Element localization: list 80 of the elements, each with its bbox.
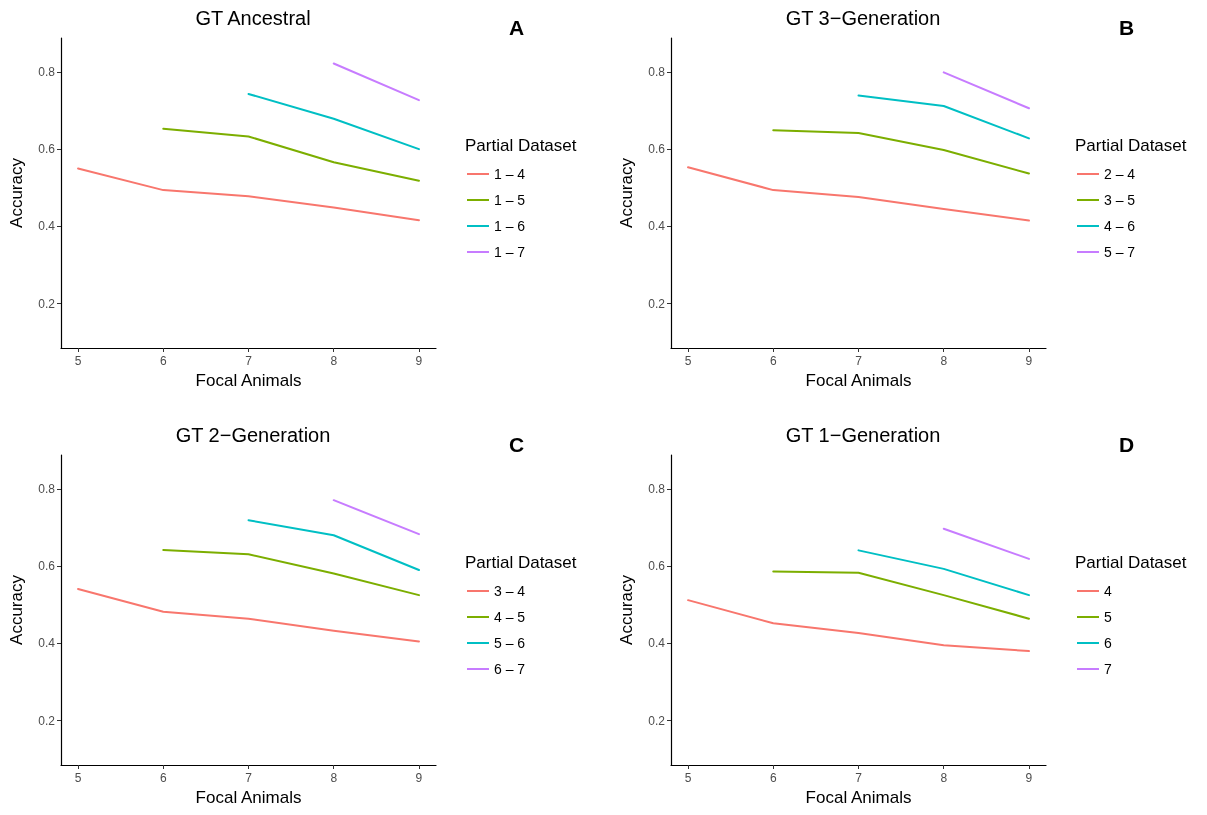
legend-label: 2 – 4	[1104, 166, 1136, 182]
x-tick-label: 5	[684, 771, 692, 785]
line-series	[687, 599, 1030, 653]
legend-label: 1 – 6	[494, 218, 526, 234]
line-series	[772, 570, 1030, 620]
y-tick-label: 0.4	[648, 219, 666, 234]
x-axis-title: Focal Animals	[195, 371, 302, 390]
legend-label: 1 – 4	[494, 166, 526, 182]
y-tick-label: 0.6	[38, 142, 56, 157]
x-tick-label: 7	[855, 354, 863, 368]
x-tick-label: 8	[940, 771, 948, 785]
y-tick-label: 0.4	[38, 636, 56, 651]
x-axis-title: Focal Animals	[195, 788, 302, 807]
x-axis-title: Focal Animals	[805, 788, 912, 807]
legend-label: 5 – 7	[1104, 244, 1136, 260]
legend-label: 6	[1104, 635, 1112, 651]
y-tick-label: 0.6	[648, 559, 666, 574]
line-series	[162, 127, 420, 182]
chart-title: GT 2−Generation	[175, 424, 331, 446]
line-series	[772, 129, 1030, 175]
y-axis-title: Accuracy	[7, 574, 26, 645]
text: C	[509, 433, 525, 456]
x-tick-label: 9	[1025, 771, 1033, 785]
legend-label: 6 – 7	[494, 661, 526, 677]
line-series	[162, 548, 420, 597]
legend-title: Partial Dataset	[465, 136, 577, 155]
x-tick-label: 6	[159, 771, 167, 785]
chart-title: GT 1−Generation	[785, 424, 941, 446]
legend-label: 4 – 6	[1104, 218, 1136, 234]
x-axis-title: Focal Animals	[805, 371, 912, 390]
x-tick-label: 9	[415, 771, 423, 785]
x-tick-label: 9	[1025, 354, 1033, 368]
x-tick-label: 8	[330, 354, 338, 368]
x-tick-label: 8	[940, 354, 948, 368]
legend-label: 3 – 5	[1104, 192, 1136, 208]
legend-label: 5	[1104, 609, 1112, 625]
legend-label: 5 – 6	[494, 635, 526, 651]
x-tick-label: 6	[769, 771, 777, 785]
y-tick-label: 0.2	[648, 296, 666, 311]
x-tick-label: 9	[415, 354, 423, 368]
chart-title: GT 3−Generation	[785, 7, 941, 29]
x-tick-label: 7	[855, 771, 863, 785]
x-tick-label: 8	[330, 771, 338, 785]
legend-label: 7	[1104, 661, 1112, 677]
y-tick-label: 0.4	[648, 636, 666, 651]
y-axis-title: Accuracy	[617, 574, 636, 645]
legend-label: 3 – 4	[494, 583, 526, 599]
y-tick-label: 0.8	[648, 64, 666, 79]
text: B	[1119, 16, 1135, 39]
y-tick-label: 0.8	[38, 481, 56, 496]
x-tick-label: 6	[159, 354, 167, 368]
y-tick-label: 0.6	[648, 142, 666, 157]
legend-title: Partial Dataset	[465, 553, 577, 572]
text: D	[1119, 433, 1135, 456]
y-tick-label: 0.8	[648, 481, 666, 496]
legend-title: Partial Dataset	[1075, 553, 1187, 572]
y-tick-label: 0.6	[38, 559, 56, 574]
line-series	[687, 166, 1030, 222]
line-series	[77, 167, 420, 222]
y-axis-title: Accuracy	[617, 157, 636, 228]
line-series	[77, 587, 420, 643]
legend-label: 1 – 7	[494, 244, 526, 260]
x-tick-label: 6	[769, 354, 777, 368]
y-tick-label: 0.8	[38, 64, 56, 79]
legend-title: Partial Dataset	[1075, 136, 1187, 155]
x-tick-label: 7	[245, 354, 253, 368]
text: A	[509, 16, 525, 39]
y-axis-title: Accuracy	[7, 157, 26, 228]
y-tick-label: 0.2	[38, 713, 56, 728]
x-tick-label: 7	[245, 771, 253, 785]
legend-label: 1 – 5	[494, 192, 526, 208]
x-tick-label: 5	[684, 354, 692, 368]
x-tick-label: 5	[74, 354, 82, 368]
legend-label: 4	[1104, 583, 1112, 599]
legend-label: 4 – 5	[494, 609, 526, 625]
chart-title: GT Ancestral	[195, 7, 311, 29]
y-tick-label: 0.2	[648, 713, 666, 728]
x-tick-label: 5	[74, 771, 82, 785]
y-tick-label: 0.2	[38, 296, 56, 311]
y-tick-label: 0.4	[38, 219, 56, 234]
